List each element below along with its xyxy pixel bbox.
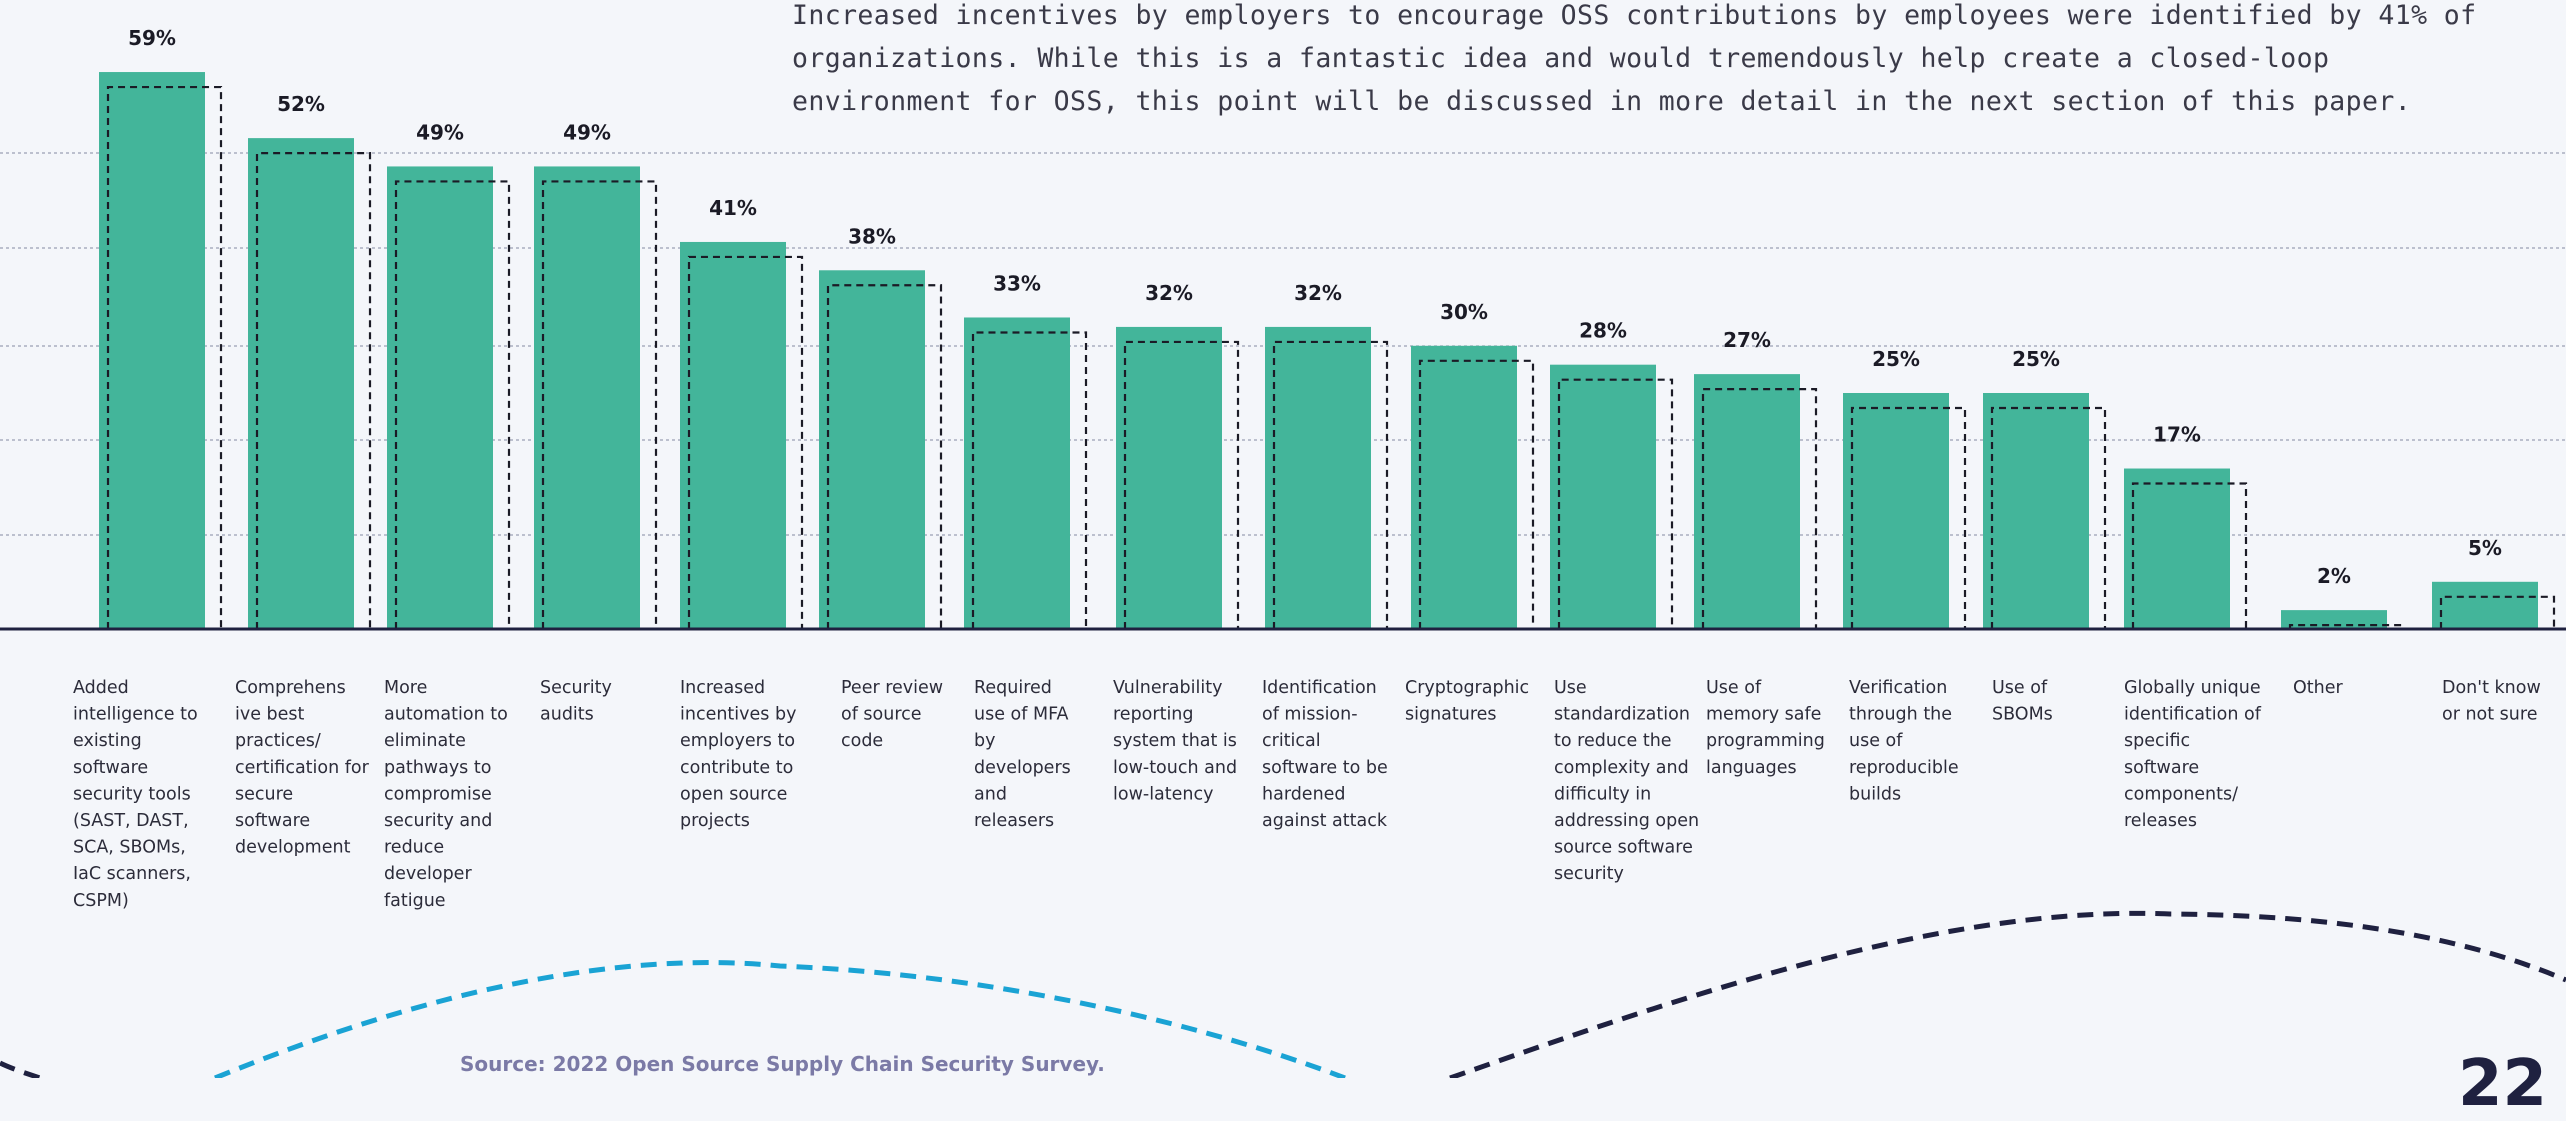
blue-dashed-wave (214, 960, 1346, 1078)
bar-4 (680, 241, 786, 629)
value-label-1: 52% (277, 92, 325, 116)
navy-dashed-wave (1449, 910, 2566, 1078)
bar-outline-12 (1850, 406, 1967, 629)
category-label-4: Increased incentives by employers to contri… (680, 678, 796, 831)
value-label-7: 32% (1145, 281, 1193, 305)
bar-outline-8 (1272, 340, 1389, 629)
decorative-waves (0, 910, 2566, 1078)
bar-outline-1 (255, 152, 372, 629)
bar-14 (2124, 468, 2230, 629)
value-label-2: 49% (416, 120, 464, 144)
bar-13 (1983, 393, 2089, 629)
bar-8 (1265, 326, 1371, 629)
value-label-11: 27% (1723, 328, 1771, 352)
bar-outline-7 (1123, 340, 1240, 629)
page-number: 22 (2458, 1047, 2548, 1121)
value-label-3: 49% (563, 120, 611, 144)
category-label-13: Use of SBOMs (1992, 678, 2053, 725)
bars (99, 72, 2556, 630)
bar-outline-5 (826, 284, 943, 629)
bar-outline-13 (1990, 406, 2107, 629)
category-label-1: Comprehens ive best practices/certificatio… (235, 678, 370, 858)
bar-11 (1694, 374, 1800, 629)
value-label-5: 38% (848, 224, 896, 248)
category-label-12: Verification through the use of reproducibl… (1849, 678, 1959, 804)
category-label-5: Peer review of source code (841, 678, 943, 751)
bar-10 (1550, 364, 1656, 629)
category-label-10: Use standardization to reduce the complexit… (1554, 678, 1699, 884)
value-label-4: 41% (709, 196, 757, 220)
bar-outline-9 (1418, 359, 1535, 629)
bar-outline-4 (687, 255, 804, 629)
category-label-3: Security audits (540, 678, 612, 725)
value-label-6: 33% (993, 271, 1041, 295)
category-label-6: Required use of MFA by developers and release… (974, 678, 1071, 831)
bar-12 (1843, 393, 1949, 629)
bar-outline-2 (394, 180, 511, 629)
bar-outline-6 (971, 331, 1088, 629)
category-label-11: Use of memory safe programming languages (1706, 678, 1825, 778)
bar-outline-0 (106, 85, 223, 629)
value-label-12: 25% (1872, 347, 1920, 371)
value-label-13: 25% (2012, 347, 2060, 371)
bar-6 (964, 317, 1070, 629)
bar-2 (387, 166, 493, 629)
intro-paragraph: Increased incentives by employers to enc… (792, 0, 2477, 117)
category-label-8: Identification of mission-critical softwar… (1262, 678, 1388, 831)
bar-outline-14 (2131, 482, 2248, 629)
category-label-9: Cryptographic signatures (1405, 678, 1529, 725)
category-label-14: Globally unique identification of specific… (2124, 678, 2262, 831)
bar-outline-15 (2288, 624, 2405, 629)
bar-5 (819, 270, 925, 629)
value-label-8: 32% (1294, 281, 1342, 305)
category-label-16: Don't know or not sure (2442, 678, 2541, 725)
bar-9 (1411, 345, 1517, 629)
labels: 59% Added intelligence to existing software s… (73, 26, 2541, 911)
value-label-0: 59% (128, 26, 176, 50)
category-label-15: Other (2293, 678, 2343, 698)
navy-dashed-wave-left (0, 1060, 41, 1078)
bar-0 (99, 72, 205, 630)
value-label-15: 2% (2317, 564, 2351, 588)
bar-outline-11 (1701, 388, 1818, 629)
value-label-10: 28% (1579, 319, 1627, 343)
bar-3 (534, 166, 640, 629)
value-label-16: 5% (2468, 536, 2502, 560)
value-label-14: 17% (2153, 423, 2201, 447)
bar-16 (2432, 581, 2538, 629)
bar-outline-10 (1557, 378, 1674, 629)
bar-chart: 59% Added intelligence to existing software s… (0, 26, 2566, 911)
category-label-0: Added intelligence to existing software secu… (73, 678, 198, 911)
bar-outline-16 (2439, 595, 2556, 629)
category-label-2: More automation to eliminate pathways to com… (384, 678, 508, 911)
bar-outline-3 (541, 180, 658, 629)
bar-1 (248, 138, 354, 629)
bar-7 (1116, 326, 1222, 629)
value-label-9: 30% (1440, 300, 1488, 324)
source-citation: Source: 2022 Open Source Supply Chain Se… (460, 1052, 1105, 1076)
category-label-7: Vulnerability reporting system that is low-… (1113, 678, 1237, 804)
